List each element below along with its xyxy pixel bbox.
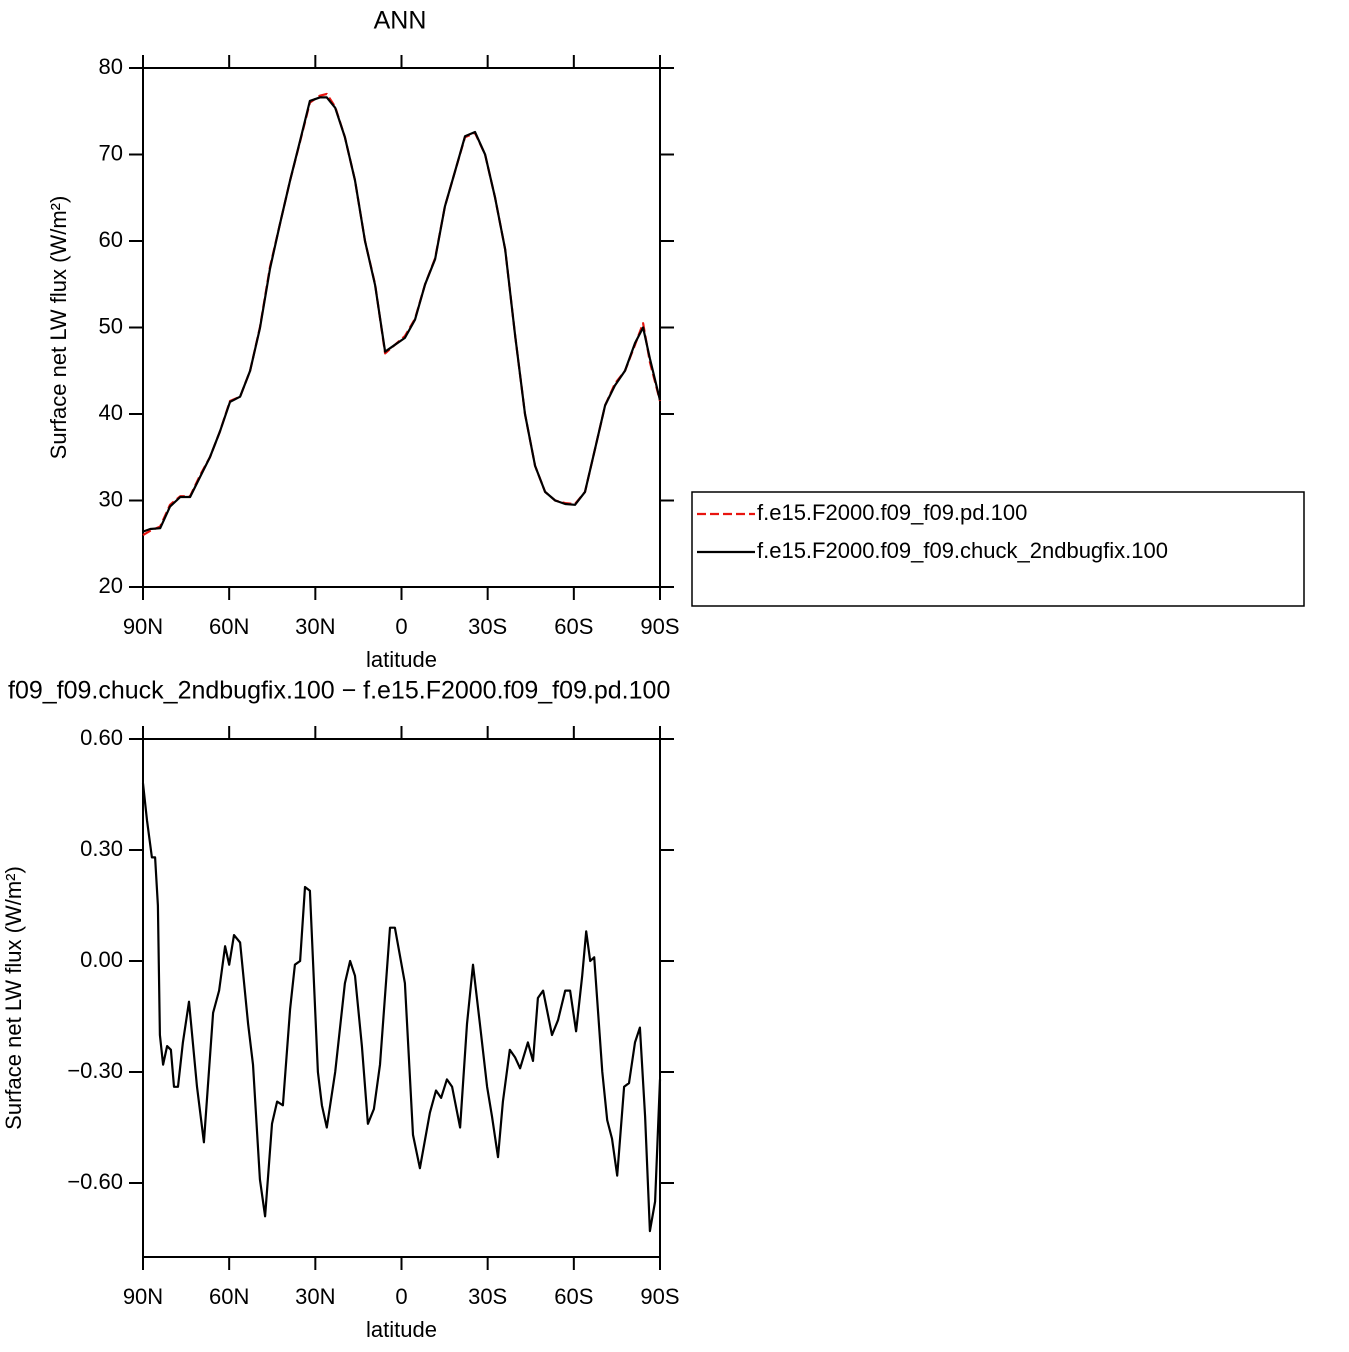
chart-title: f09_f09.chuck_2ndbugfix.100 − f.e15.F200… [8,677,670,705]
x-tick-label: 90N [123,614,163,639]
plot-frame [142,738,661,1258]
x-tick-label: 90N [123,1284,163,1309]
x-tick-label: 60S [554,614,593,639]
x-tick-label: 30S [468,1284,507,1309]
x-axis-label: latitude [366,1317,437,1342]
legend-label: f.e15.F2000.f09_f09.pd.100 [757,500,1027,525]
x-axis-label: latitude [366,647,437,672]
x-tick-label: 90S [640,1284,679,1309]
x-tick-label: 60S [554,1284,593,1309]
x-tick-label: 30S [468,614,507,639]
x-tick-label: 30N [295,1284,335,1309]
y-tick-label: 20 [99,573,123,598]
y-tick-label: −0.60 [67,1169,123,1194]
x-tick-label: 0 [395,614,407,639]
y-tick-label: 60 [99,227,123,252]
legend-box [691,491,1305,607]
x-tick-label: 0 [395,1284,407,1309]
y-tick-label: −0.30 [67,1058,123,1083]
y-axis-label: Surface net LW flux (W/m²) [1,866,26,1130]
x-tick-label: 60N [209,1284,249,1309]
y-tick-label: 80 [99,54,123,79]
x-tick-label: 90S [640,614,679,639]
y-tick-label: 50 [99,313,123,338]
x-tick-label: 60N [209,614,249,639]
data-line [142,96,662,533]
data-line [142,92,662,537]
y-tick-label: 0.30 [80,836,123,861]
chart-title: ANN [374,7,427,35]
y-tick-label: 30 [99,486,123,511]
y-tick-label: 0.60 [80,725,123,750]
y-tick-label: 70 [99,140,123,165]
y-tick-label: 0.00 [80,947,123,972]
plot-frame [142,67,661,588]
x-tick-label: 30N [295,614,335,639]
legend-label: f.e15.F2000.f09_f09.chuck_2ndbugfix.100 [757,538,1168,563]
y-axis-label: Surface net LW flux (W/m²) [46,196,71,460]
data-line [141,783,662,1233]
y-tick-label: 40 [99,400,123,425]
